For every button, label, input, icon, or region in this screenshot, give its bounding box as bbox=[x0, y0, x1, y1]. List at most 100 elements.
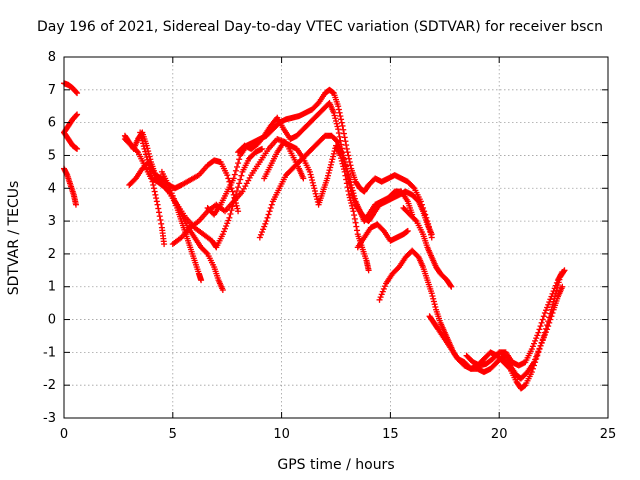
data-point bbox=[220, 228, 227, 235]
data-point bbox=[540, 332, 547, 339]
data-point bbox=[311, 188, 318, 195]
data-point bbox=[309, 177, 316, 184]
data-point bbox=[528, 369, 535, 376]
y-tick-label: 6 bbox=[48, 116, 56, 131]
data-point bbox=[169, 192, 176, 199]
data-point bbox=[542, 325, 549, 332]
data-point bbox=[532, 359, 539, 366]
data-point bbox=[72, 201, 79, 208]
data-point bbox=[236, 156, 243, 163]
data-point bbox=[344, 184, 351, 191]
data-point bbox=[145, 159, 152, 166]
data-point bbox=[431, 301, 438, 308]
x-tick-label: 10 bbox=[273, 427, 290, 442]
data-point bbox=[532, 337, 539, 344]
data-point bbox=[340, 166, 347, 173]
data-point bbox=[154, 201, 161, 208]
y-tick-label: 0 bbox=[48, 313, 56, 328]
data-point bbox=[430, 298, 437, 305]
data-point bbox=[325, 172, 332, 179]
data-point bbox=[153, 195, 160, 202]
data-point bbox=[158, 220, 165, 227]
data-point bbox=[559, 268, 566, 275]
data-point bbox=[404, 227, 411, 234]
data-point bbox=[546, 314, 553, 321]
data-point bbox=[306, 168, 313, 175]
data-point bbox=[545, 301, 552, 308]
data-point bbox=[547, 310, 554, 317]
plot-frame bbox=[63, 56, 609, 419]
data-point bbox=[350, 208, 357, 215]
data-point bbox=[334, 123, 341, 130]
data-point bbox=[137, 129, 144, 136]
y-axis-label: SDTVAR / TECUs bbox=[6, 180, 22, 296]
data-point bbox=[147, 168, 154, 175]
data-point bbox=[219, 231, 226, 238]
data-point bbox=[347, 197, 354, 204]
data-point bbox=[149, 178, 156, 185]
data-point bbox=[140, 140, 147, 147]
data-point bbox=[155, 205, 162, 212]
data-point bbox=[548, 293, 555, 300]
data-point bbox=[537, 342, 544, 349]
data-point bbox=[73, 89, 80, 96]
data-point bbox=[349, 205, 356, 212]
data-point bbox=[231, 171, 238, 178]
x-tick-label: 25 bbox=[600, 427, 617, 442]
data-point bbox=[156, 213, 163, 220]
data-point bbox=[223, 223, 230, 230]
y-tick-label: 1 bbox=[48, 280, 56, 295]
data-point bbox=[166, 184, 173, 191]
data-point bbox=[448, 283, 455, 290]
data-point bbox=[331, 112, 338, 119]
data-point bbox=[327, 164, 334, 171]
data-point bbox=[377, 294, 384, 301]
y-tick-label: 8 bbox=[48, 50, 56, 65]
data-point bbox=[379, 288, 386, 295]
y-tick-label: -1 bbox=[43, 345, 56, 360]
data-point bbox=[170, 195, 177, 202]
data-point bbox=[333, 117, 339, 124]
data-point bbox=[428, 231, 435, 238]
data-point bbox=[429, 293, 436, 300]
data-point bbox=[222, 225, 229, 232]
data-point bbox=[348, 202, 355, 209]
data-point bbox=[337, 152, 344, 159]
data-point bbox=[330, 109, 337, 116]
data-point bbox=[344, 149, 351, 156]
data-point bbox=[256, 234, 263, 241]
data-point bbox=[330, 153, 337, 160]
data-point bbox=[353, 223, 360, 230]
data-point bbox=[542, 307, 549, 314]
data-point bbox=[137, 132, 144, 139]
data-point bbox=[142, 148, 149, 155]
data-point bbox=[432, 303, 439, 310]
data-point bbox=[145, 162, 152, 169]
data-point bbox=[541, 329, 548, 336]
data-point bbox=[335, 130, 342, 137]
data-point bbox=[505, 364, 512, 371]
data-point bbox=[343, 142, 350, 149]
data-point bbox=[142, 151, 149, 158]
data-point bbox=[537, 323, 544, 330]
data-point bbox=[228, 207, 235, 214]
data-point bbox=[539, 316, 546, 323]
data-point bbox=[346, 155, 353, 162]
data-point bbox=[300, 175, 307, 182]
data-point bbox=[226, 214, 233, 221]
data-point bbox=[327, 161, 334, 168]
data-point bbox=[237, 176, 244, 183]
data-point bbox=[268, 201, 275, 208]
data-point bbox=[144, 156, 151, 163]
data-point bbox=[549, 290, 556, 297]
data-point bbox=[232, 167, 239, 174]
data-point bbox=[334, 138, 341, 145]
data-point bbox=[336, 109, 343, 116]
data-point bbox=[376, 296, 383, 303]
data-point bbox=[140, 143, 147, 150]
data-point bbox=[345, 188, 352, 195]
data-point bbox=[351, 195, 358, 202]
data-point bbox=[538, 319, 545, 326]
data-point bbox=[378, 291, 385, 298]
data-point bbox=[151, 188, 158, 195]
